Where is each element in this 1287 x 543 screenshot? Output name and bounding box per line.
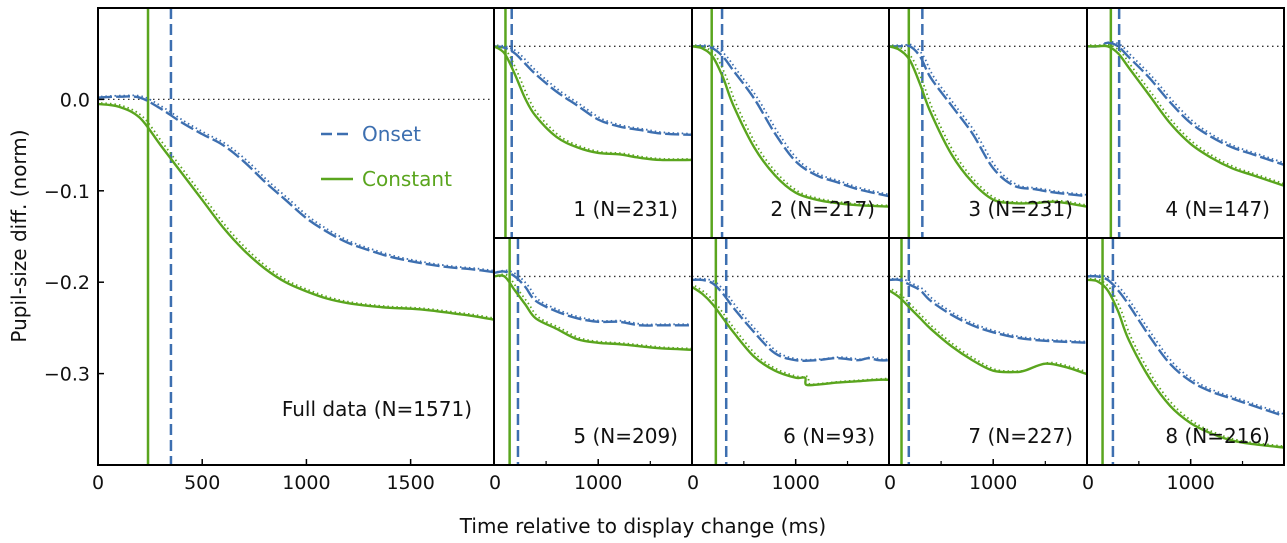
series-constant-line [889, 45, 1087, 208]
plot-area [494, 238, 692, 465]
series-onset-fit [100, 94, 494, 272]
plot-area [494, 8, 692, 238]
x-tick-label: 500 [184, 472, 220, 494]
x-tick-label: 0 [687, 472, 699, 494]
panel-p6: 0 1000 6 (N=93) [687, 237, 890, 494]
series-constant-line [692, 45, 889, 208]
series-onset-line [889, 44, 1087, 198]
y-tick-label: −0.2 [44, 272, 90, 294]
plot-area [98, 8, 494, 465]
legend-onset-label: Onset [362, 122, 421, 146]
panel-label: 8 (N=216) [1165, 424, 1270, 448]
panel-label: 7 (N=227) [968, 424, 1073, 448]
plot-area [692, 8, 889, 238]
series-onset-fit [891, 277, 1087, 343]
series-constant-fit [891, 288, 1087, 374]
series-onset-line [98, 95, 494, 274]
x-tick-label: 1000 [282, 472, 330, 494]
panel-p5: 0 1000 5 (N=209) [489, 237, 693, 494]
y-tick-label: 0.0 [60, 89, 90, 111]
series-onset-fit [496, 44, 692, 135]
x-tick-label: 0 [1082, 472, 1094, 494]
series-onset-fit [694, 44, 889, 196]
y-tick-label: −0.3 [44, 364, 90, 386]
panel-label: 3 (N=231) [968, 197, 1073, 221]
series-onset-line [692, 44, 889, 198]
series-onset-line [692, 278, 889, 363]
series-onset-line [889, 278, 1087, 344]
panel-p7: 0 1000 7 (N=227) [884, 237, 1088, 494]
x-axis-title: Time relative to display change (ms) [459, 514, 826, 538]
series-constant-line [98, 102, 494, 321]
series-constant-line [1087, 278, 1284, 449]
series-constant-line [494, 45, 692, 162]
panel-p8: 0 1000 8 (N=216) [1082, 237, 1285, 494]
legend-constant-label: Constant [362, 167, 452, 191]
series-onset-line [1087, 41, 1284, 166]
x-tick-label: 1500 [386, 472, 434, 494]
series-constant-fit [1089, 278, 1284, 448]
series-onset-fit [694, 277, 889, 361]
series-onset-fit [496, 269, 692, 326]
series-onset-fit [1089, 274, 1284, 416]
plot-area [1087, 238, 1284, 465]
x-tick-label: 1000 [772, 472, 820, 494]
panel-label: 6 (N=93) [783, 424, 875, 448]
panel-label: 1 (N=231) [573, 197, 678, 221]
panel-label: 5 (N=209) [573, 424, 678, 448]
panel-p4: 4 (N=147) [1086, 7, 1285, 239]
plot-area [692, 238, 889, 465]
series-onset-line [494, 45, 692, 137]
panel-p3: 3 (N=231) [888, 7, 1088, 239]
series-constant-fit [496, 273, 692, 350]
panel-label: 4 (N=147) [1165, 197, 1270, 221]
plot-area [889, 8, 1087, 238]
x-tick-label: 1000 [969, 472, 1017, 494]
panel-label: Full data (N=1571) [282, 397, 472, 421]
panel-p2: 2 (N=217) [691, 7, 890, 239]
y-tick-label: −0.1 [44, 181, 90, 203]
series-constant-line [692, 285, 889, 387]
series-constant-fit [694, 285, 889, 386]
panel-frame [1086, 237, 1285, 466]
x-tick-label: 0 [92, 472, 104, 494]
series-onset-line [1087, 274, 1284, 418]
series-constant-fit [694, 44, 889, 207]
plot-area [889, 238, 1087, 465]
panel-label: 2 (N=217) [770, 197, 875, 221]
x-tick-label: 0 [489, 472, 501, 494]
panels-layer: 0 500 1000 1500 0.0 −0.1 −0.2 −0.3 Full data (N=… [44, 7, 1285, 494]
series-onset-line [494, 270, 692, 327]
series-constant-fit [100, 102, 494, 320]
series-constant-line [494, 274, 692, 351]
x-tick-label: 1000 [1167, 472, 1215, 494]
panel-p1: 1 (N=231) [493, 7, 693, 239]
plot-area [1087, 8, 1284, 238]
series-constant-line [1087, 44, 1284, 187]
x-tick-label: 1000 [574, 472, 622, 494]
y-axis-title: Pupil-size diff. (norm) [7, 129, 31, 342]
panel-full: 0 500 1000 1500 0.0 −0.1 −0.2 −0.3 Full data (N=… [44, 7, 495, 494]
x-tick-label: 0 [884, 472, 896, 494]
series-constant-line [889, 289, 1087, 376]
legend: Onset Constant [321, 122, 452, 191]
